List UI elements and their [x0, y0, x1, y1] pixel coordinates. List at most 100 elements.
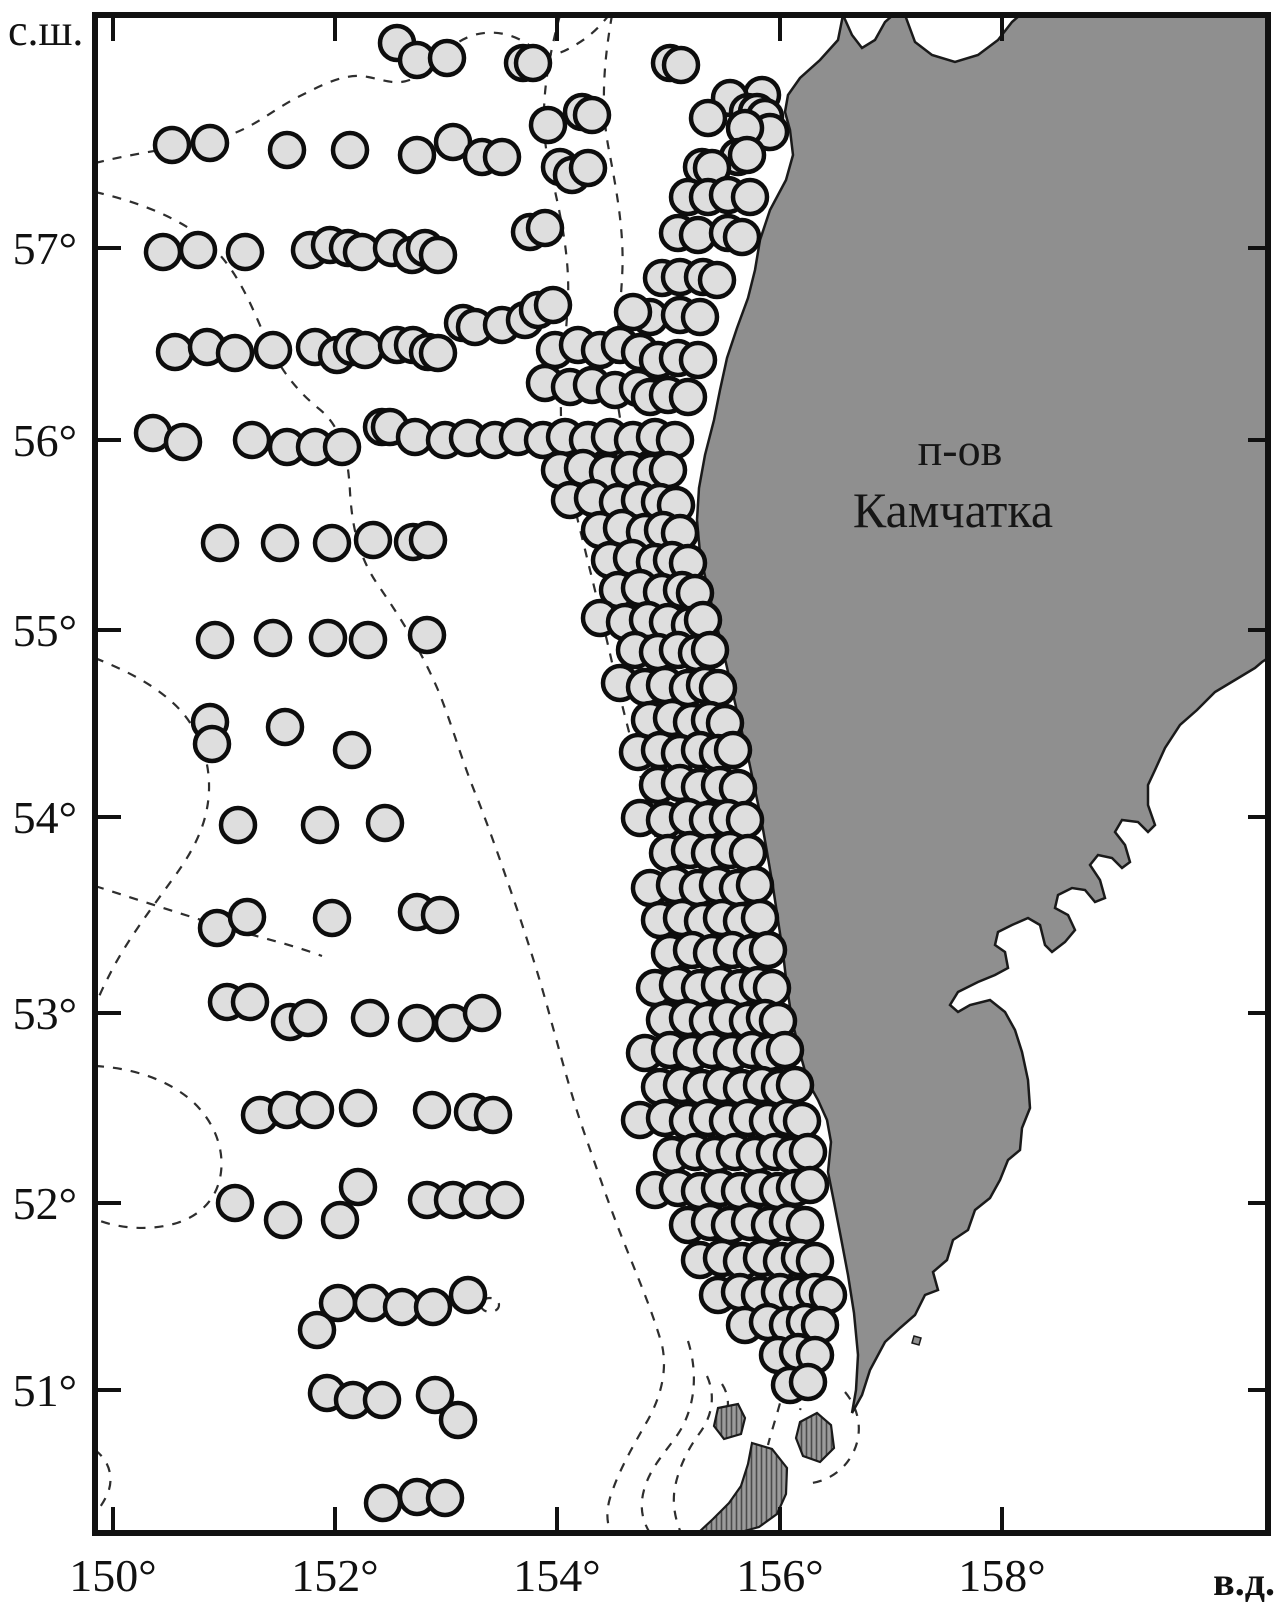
longitude-unit-label: в.д.	[1213, 1559, 1275, 1604]
station-point	[190, 123, 230, 163]
hatched-island	[794, 1411, 836, 1464]
station-point	[253, 618, 293, 658]
station-point	[727, 135, 767, 175]
station-point	[728, 833, 768, 873]
x-tick-label: 154°	[513, 1550, 600, 1601]
station-point	[397, 135, 437, 175]
station-point	[265, 707, 305, 747]
isobath-contour-line	[95, 656, 211, 1009]
station-point	[668, 377, 708, 417]
station-point	[413, 1287, 453, 1327]
station-point	[397, 1003, 437, 1043]
station-point	[788, 1132, 828, 1172]
y-tick-label: 52°	[13, 1178, 77, 1229]
station-point	[312, 898, 352, 938]
station-point	[253, 330, 293, 370]
station-point	[318, 1283, 358, 1323]
station-point	[232, 420, 272, 460]
station-point	[227, 897, 267, 937]
plot-border	[92, 12, 1271, 1536]
station-point	[350, 998, 390, 1038]
station-point	[407, 615, 447, 655]
station-point	[613, 292, 653, 332]
latitude-unit-label: с.ш.	[8, 6, 83, 55]
station-point	[722, 217, 762, 257]
isobath-contour-line	[640, 1340, 695, 1533]
station-point	[448, 1275, 488, 1315]
station-point	[263, 1200, 303, 1240]
station-point	[312, 523, 352, 563]
station-point	[178, 230, 218, 270]
station-point	[348, 620, 388, 660]
station-point	[678, 340, 718, 380]
station-point	[230, 982, 270, 1022]
station-point	[330, 130, 370, 170]
station-point	[288, 998, 328, 1038]
station-point	[688, 98, 728, 138]
x-tick-label: 150°	[69, 1550, 156, 1601]
station-point	[215, 1183, 255, 1223]
station-point	[415, 1375, 455, 1415]
y-tick-label: 51°	[13, 1365, 77, 1416]
station-point	[408, 520, 448, 560]
station-point	[785, 1205, 825, 1245]
station-point	[155, 332, 195, 372]
station-point	[143, 232, 183, 272]
station-point	[735, 865, 775, 905]
station-point	[740, 898, 780, 938]
axis-ticks	[95, 15, 1268, 1533]
station-point	[420, 895, 460, 935]
station-points	[133, 23, 848, 1523]
station-point	[218, 805, 258, 845]
station-point	[225, 232, 265, 272]
x-tick-label: 158°	[958, 1550, 1045, 1601]
station-point	[697, 260, 737, 300]
station-point	[775, 1065, 815, 1105]
station-point	[782, 1101, 822, 1141]
station-point	[513, 43, 553, 83]
station-point	[788, 1362, 828, 1402]
station-point	[332, 730, 372, 770]
station-point	[363, 1483, 403, 1523]
isobath-contour-line	[95, 1064, 223, 1230]
y-tick-label: 54°	[13, 792, 77, 843]
y-tick-label: 53°	[13, 988, 77, 1039]
hatched-island	[712, 1402, 747, 1441]
isobath-contour-line	[95, 190, 666, 1533]
station-point	[418, 235, 458, 275]
isobath-contour-line	[95, 884, 323, 958]
station-point	[790, 1165, 830, 1205]
map-frame	[92, 12, 1271, 1536]
station-point	[698, 668, 738, 708]
station-point	[338, 1088, 378, 1128]
station-point	[338, 1167, 378, 1207]
station-point	[572, 95, 612, 135]
station-point	[200, 523, 240, 563]
station-point	[525, 208, 565, 248]
station-point	[215, 333, 255, 373]
station-point	[353, 520, 393, 560]
axis-tick-labels: 150° 152° 154° 156° 158° 57° 56° 55° 54° 53° 52° 51…	[13, 223, 1046, 1601]
station-point	[362, 1380, 402, 1420]
peninsula-label-line1: п-ов	[918, 424, 1003, 475]
station-point	[300, 805, 340, 845]
isobath-contour-line	[542, 15, 790, 1446]
station-point	[661, 45, 701, 85]
station-point	[295, 1090, 335, 1130]
station-point	[748, 930, 788, 970]
station-point	[730, 177, 770, 217]
y-tick-label: 57°	[13, 223, 77, 274]
station-point	[528, 105, 568, 145]
station-point	[425, 1478, 465, 1518]
x-tick-label: 156°	[736, 1550, 823, 1601]
station-point	[485, 1180, 525, 1220]
station-point	[690, 630, 730, 670]
station-point	[297, 1310, 337, 1350]
hatched-islands	[696, 1402, 836, 1533]
station-point	[320, 1200, 360, 1240]
station-point	[345, 330, 385, 370]
station-point	[482, 137, 522, 177]
station-point	[365, 803, 405, 843]
station-point	[438, 1400, 478, 1440]
